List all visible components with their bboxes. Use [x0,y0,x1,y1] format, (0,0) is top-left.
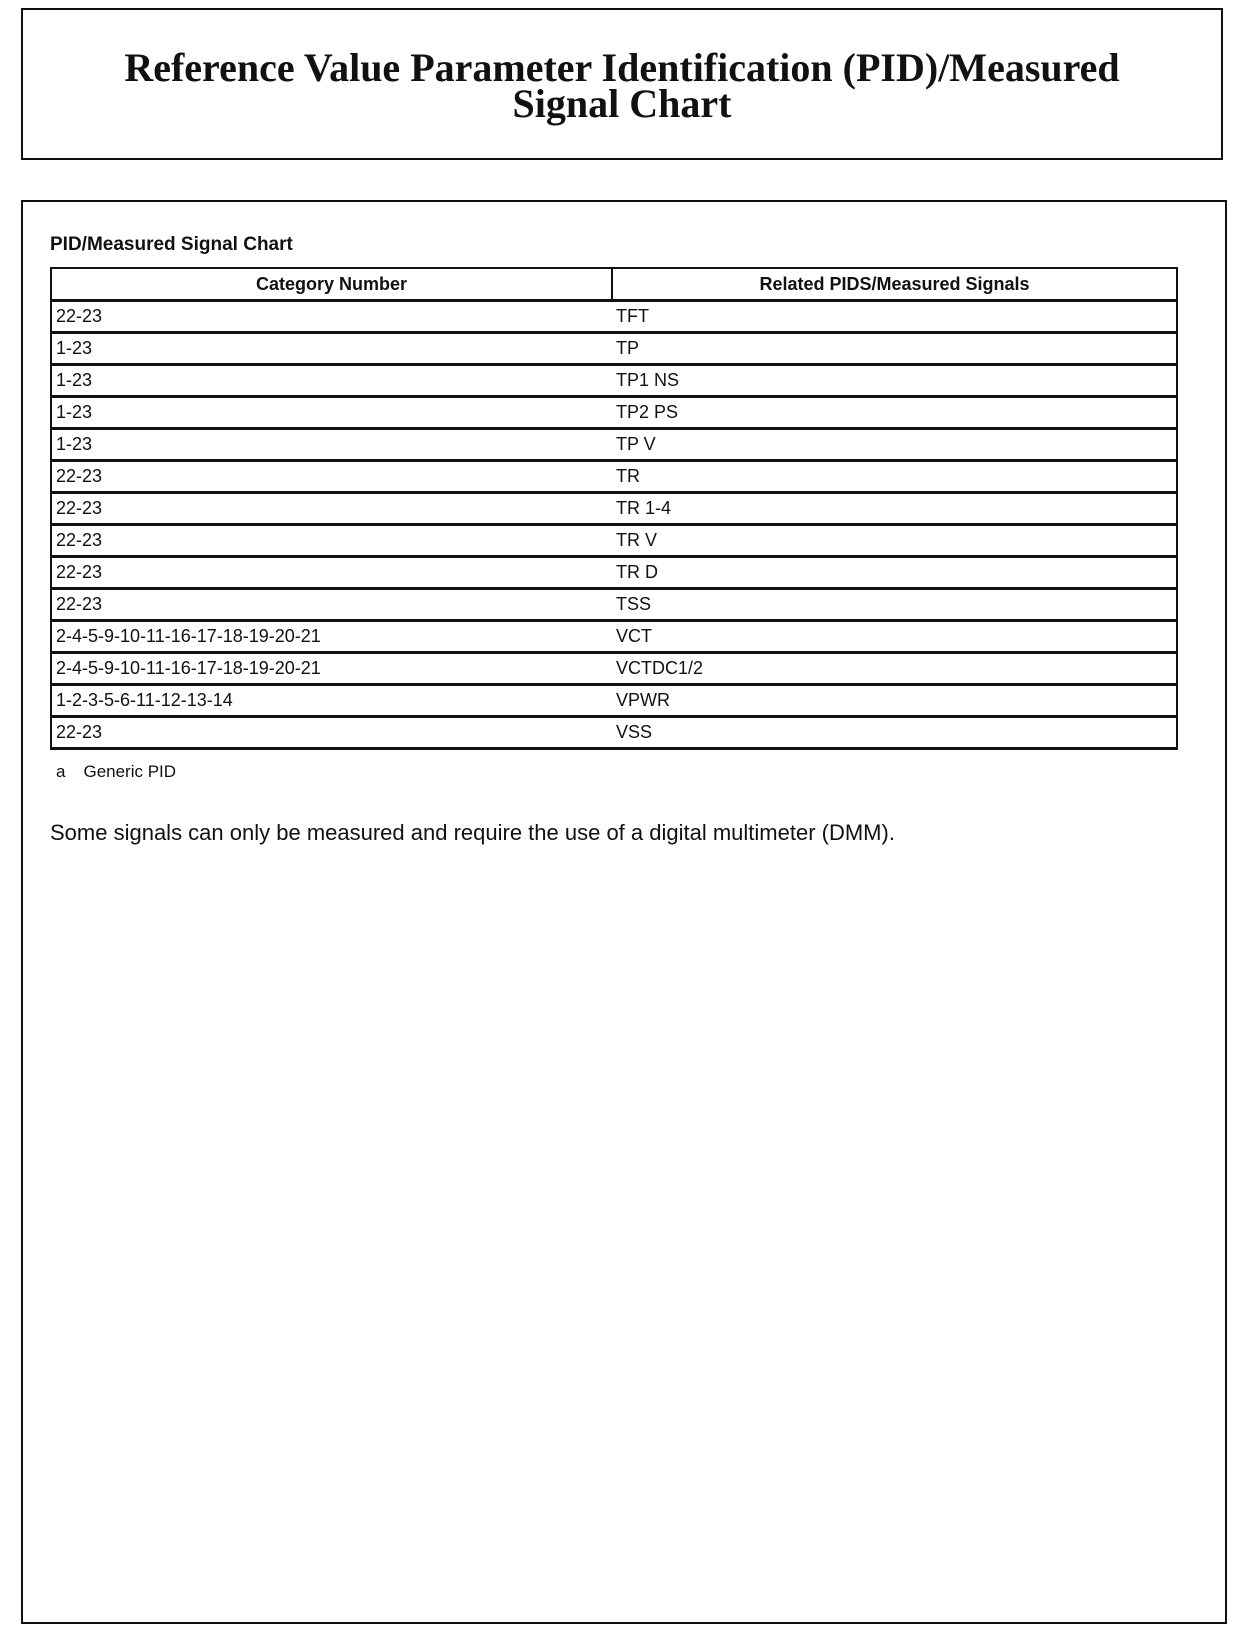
category-number-cell: 1-23 [51,396,612,430]
title-box: Reference Value Parameter Identification… [21,8,1223,160]
page-title: Reference Value Parameter Identification… [23,45,1221,126]
pid-signal-table: Category Number Related PIDS/Measured Si… [50,267,1178,750]
table-row: 22-23 TR 1-4 [51,492,1177,526]
note-text: Some signals can only be measured and re… [50,820,895,845]
signal-cell: TP1 NS [612,364,1177,398]
category-number-cell: 1-23 [51,364,612,398]
category-number-cell: 1-23 [51,428,612,462]
table-row: 22-23 TR [51,460,1177,494]
table-row: 2-4-5-9-10-11-16-17-18-19-20-21 VCTDC1/2 [51,652,1177,686]
column-header: Related PIDS/Measured Signals [611,267,1178,302]
table-row: 2-4-5-9-10-11-16-17-18-19-20-21 VCT [51,620,1177,654]
table-row: 22-23 TR D [51,556,1177,590]
category-number-cell: 22-23 [51,716,612,750]
footnote: a Generic PID [56,762,176,782]
table-row: 22-23 TFT [51,300,1177,334]
table-row: 22-23 TR V [51,524,1177,558]
signal-cell: TR D [612,556,1177,590]
table-row: 1-23 TP [51,332,1177,366]
category-number-cell: 2-4-5-9-10-11-16-17-18-19-20-21 [51,620,612,654]
category-number-cell: 2-4-5-9-10-11-16-17-18-19-20-21 [51,652,612,686]
signal-cell: TP2 PS [612,396,1177,430]
table-row: 1-23 TP1 NS [51,364,1177,398]
signal-cell: TR [612,460,1177,494]
title-line-2: Signal Chart [512,81,732,126]
signal-cell: TR V [612,524,1177,558]
signal-cell: TP [612,332,1177,366]
table-row: 22-23 TSS [51,588,1177,622]
category-number-cell: 22-23 [51,300,612,334]
table-header-row: Category Number Related PIDS/Measured Si… [50,267,1178,302]
content-box [21,200,1227,1624]
table-title: PID/Measured Signal Chart [50,234,293,255]
signal-cell: TR 1-4 [612,492,1177,526]
column-header: Category Number [50,267,613,302]
table-row: 1-23 TP V [51,428,1177,462]
category-number-cell: 22-23 [51,556,612,590]
category-number-cell: 1-23 [51,332,612,366]
category-number-cell: 22-23 [51,588,612,622]
table-row: 1-2-3-5-6-11-12-13-14 VPWR [51,684,1177,718]
title-line-1: Reference Value Parameter Identification… [124,45,1120,90]
table-row: 1-23 TP2 PS [51,396,1177,430]
category-number-cell: 22-23 [51,460,612,494]
signal-cell: VPWR [612,684,1177,718]
signal-cell: VCTDC1/2 [612,652,1177,686]
footnote-mark: a [56,762,66,781]
signal-cell: TSS [612,588,1177,622]
signal-cell: TFT [612,300,1177,334]
category-number-cell: 1-2-3-5-6-11-12-13-14 [51,684,612,718]
table-row: 22-23 VSS [51,716,1177,750]
category-number-cell: 22-23 [51,492,612,526]
signal-cell: TP V [612,428,1177,462]
footnote-text: Generic PID [83,762,177,781]
category-number-cell: 22-23 [51,524,612,558]
signal-cell: VCT [612,620,1177,654]
signal-cell: VSS [612,716,1177,750]
